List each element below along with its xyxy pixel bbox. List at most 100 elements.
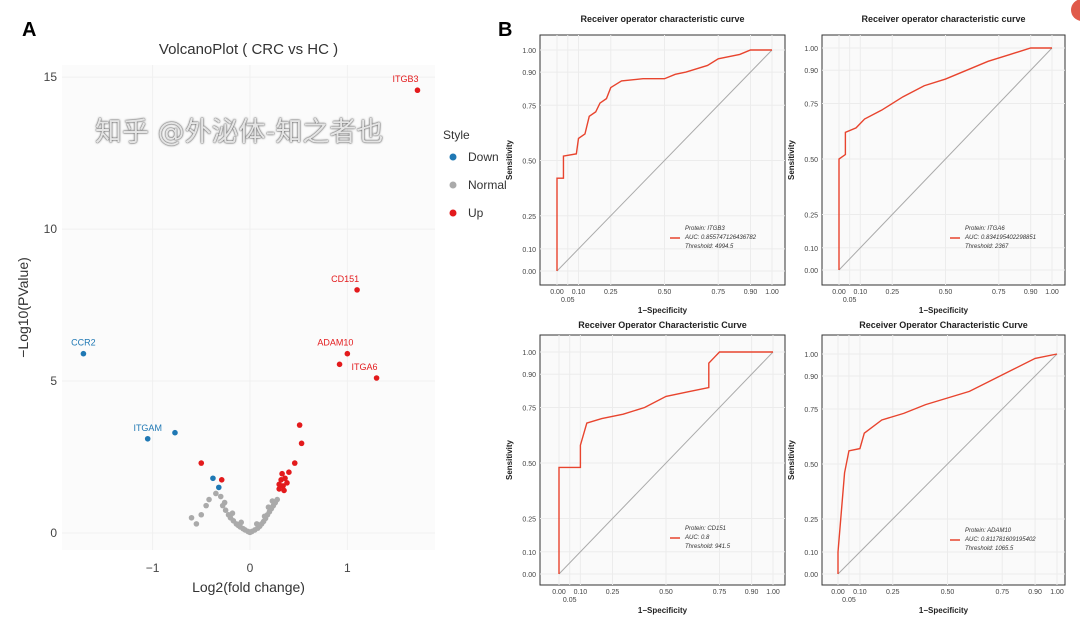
y-tick-label: 0.10 [804,246,818,253]
legend-marker-normal [449,181,457,189]
point-down [172,429,178,436]
point-down [210,475,216,482]
x-tick-label: 0.75 [992,289,1006,296]
watermark: 知乎 @外泌体-知之者也 [95,117,384,148]
y-axis-label: Sensitivity [505,139,514,180]
point-normal [238,519,244,526]
point-normal [217,493,224,500]
point-normal [274,496,281,503]
y-tick-label: 0.50 [522,159,536,166]
y-tick-label: 0.75 [522,103,536,110]
y-tick-label: 0.10 [804,550,818,557]
chart-title: Receiver Operator Characteristic Curve [859,320,1028,330]
y-tick-label: 1.00 [522,350,536,357]
x-tick-label: 0.25 [885,289,899,296]
point-down [215,484,222,491]
point-up [296,422,303,428]
panel-label-a: A [22,19,36,41]
legend-label-up: Up [468,206,484,220]
point-normal [222,507,229,513]
x-tick-label: 0.05 [561,297,575,304]
x-axis-label: 1−Specificity [638,606,688,615]
point-up [280,483,286,489]
legend-marker-down [449,153,457,161]
x-tick-label: 1.00 [766,589,780,596]
x-tick-label: 0.25 [604,289,618,296]
point-up [291,460,298,466]
diagonal-reference-line [558,351,774,575]
chart-title: Receiver operator characteristic curve [580,14,744,24]
x-tick-label: 0.75 [713,589,727,596]
x-tick-label: 0.05 [843,297,857,304]
x-tick-label: 0.50 [941,589,955,596]
point-label: ITGB3 [392,74,418,84]
y-tick-label: 0.25 [522,214,536,221]
x-axis-label: Log2(fold change) [192,579,305,595]
point-up [282,475,288,482]
y-tick-label: 0.90 [522,372,536,379]
x-tick-label: 0.75 [995,589,1009,596]
x-tick-label: 0.90 [744,289,758,296]
y-tick-label: 0 [50,526,57,540]
x-tick-label: 0.00 [831,589,845,596]
point-label: ITGAM [133,423,162,433]
point-normal [188,514,195,521]
roc-chart-3: 0.000.100.250.500.750.901.000.000.050.10… [505,320,786,615]
x-tick-label: 1.00 [1045,289,1059,296]
point-up [344,350,351,357]
x-tick-label: 0 [247,561,254,575]
y-tick-label: 0.50 [522,461,536,468]
y-tick-label: 0.75 [804,407,818,414]
y-axis-label: Sensitivity [787,139,796,180]
x-tick-label: 0.50 [659,589,673,596]
point-up [281,487,287,494]
legend-text: Threshold: 941.5 [685,544,731,550]
point-label: CD151 [331,274,359,284]
point-label: ADAM10 [317,338,353,348]
y-axis-label: −Log10(PValue) [15,257,31,358]
plot-area [539,334,786,586]
point-normal [269,498,276,504]
roc-curve [838,47,1052,270]
x-tick-label: 0.10 [853,289,867,296]
x-tick-label: 0.50 [939,289,953,296]
volcano-plot-area [62,65,435,550]
y-tick-label: 1.00 [522,48,536,55]
point-normal [221,499,228,506]
roc-chart-1: 0.000.100.250.500.750.901.000.000.050.10… [505,14,786,315]
point-normal [193,521,200,527]
x-tick-label: 0.25 [606,589,620,596]
point-up [276,486,282,492]
x-tick-label: 0.05 [563,597,577,604]
point-down [80,350,87,357]
roc-curve [556,49,772,271]
y-tick-label: 0.50 [804,157,818,164]
y-tick-label: 0.10 [522,247,536,254]
x-tick-label: 0.25 [886,589,900,596]
legend-text: Protein: CD151 [685,526,726,532]
point-up [373,375,380,381]
point-up [198,460,205,466]
roc-curve [558,351,773,574]
point-normal [253,521,260,527]
point-up [279,470,285,477]
legend-label-down: Down [468,150,499,164]
y-tick-label: 0.00 [522,572,536,579]
y-tick-label: 0.10 [522,550,536,557]
y-tick-label: 0.25 [804,213,818,220]
panel-label-b: B [498,19,512,41]
x-tick-label: 0.90 [1024,289,1038,296]
roc-chart-2: 0.000.100.250.500.750.901.000.000.050.10… [787,14,1066,315]
x-tick-label: 0.90 [745,589,759,596]
x-tick-label: 0.00 [552,589,566,596]
legend-text: Protein: ADAM10 [965,528,1012,534]
y-tick-label: 0.75 [804,102,818,109]
legend-text: AUC: 0.834195402298851 [964,235,1036,241]
point-up [218,477,225,483]
y-tick-label: 1.00 [804,46,818,53]
chart-title: Receiver Operator Characteristic Curve [578,320,747,330]
legend-text: Protein: ITGA6 [965,226,1005,232]
x-axis-label: 1−Specificity [919,306,969,315]
x-tick-label: 0.50 [658,289,672,296]
y-tick-label: 0.50 [804,462,818,469]
